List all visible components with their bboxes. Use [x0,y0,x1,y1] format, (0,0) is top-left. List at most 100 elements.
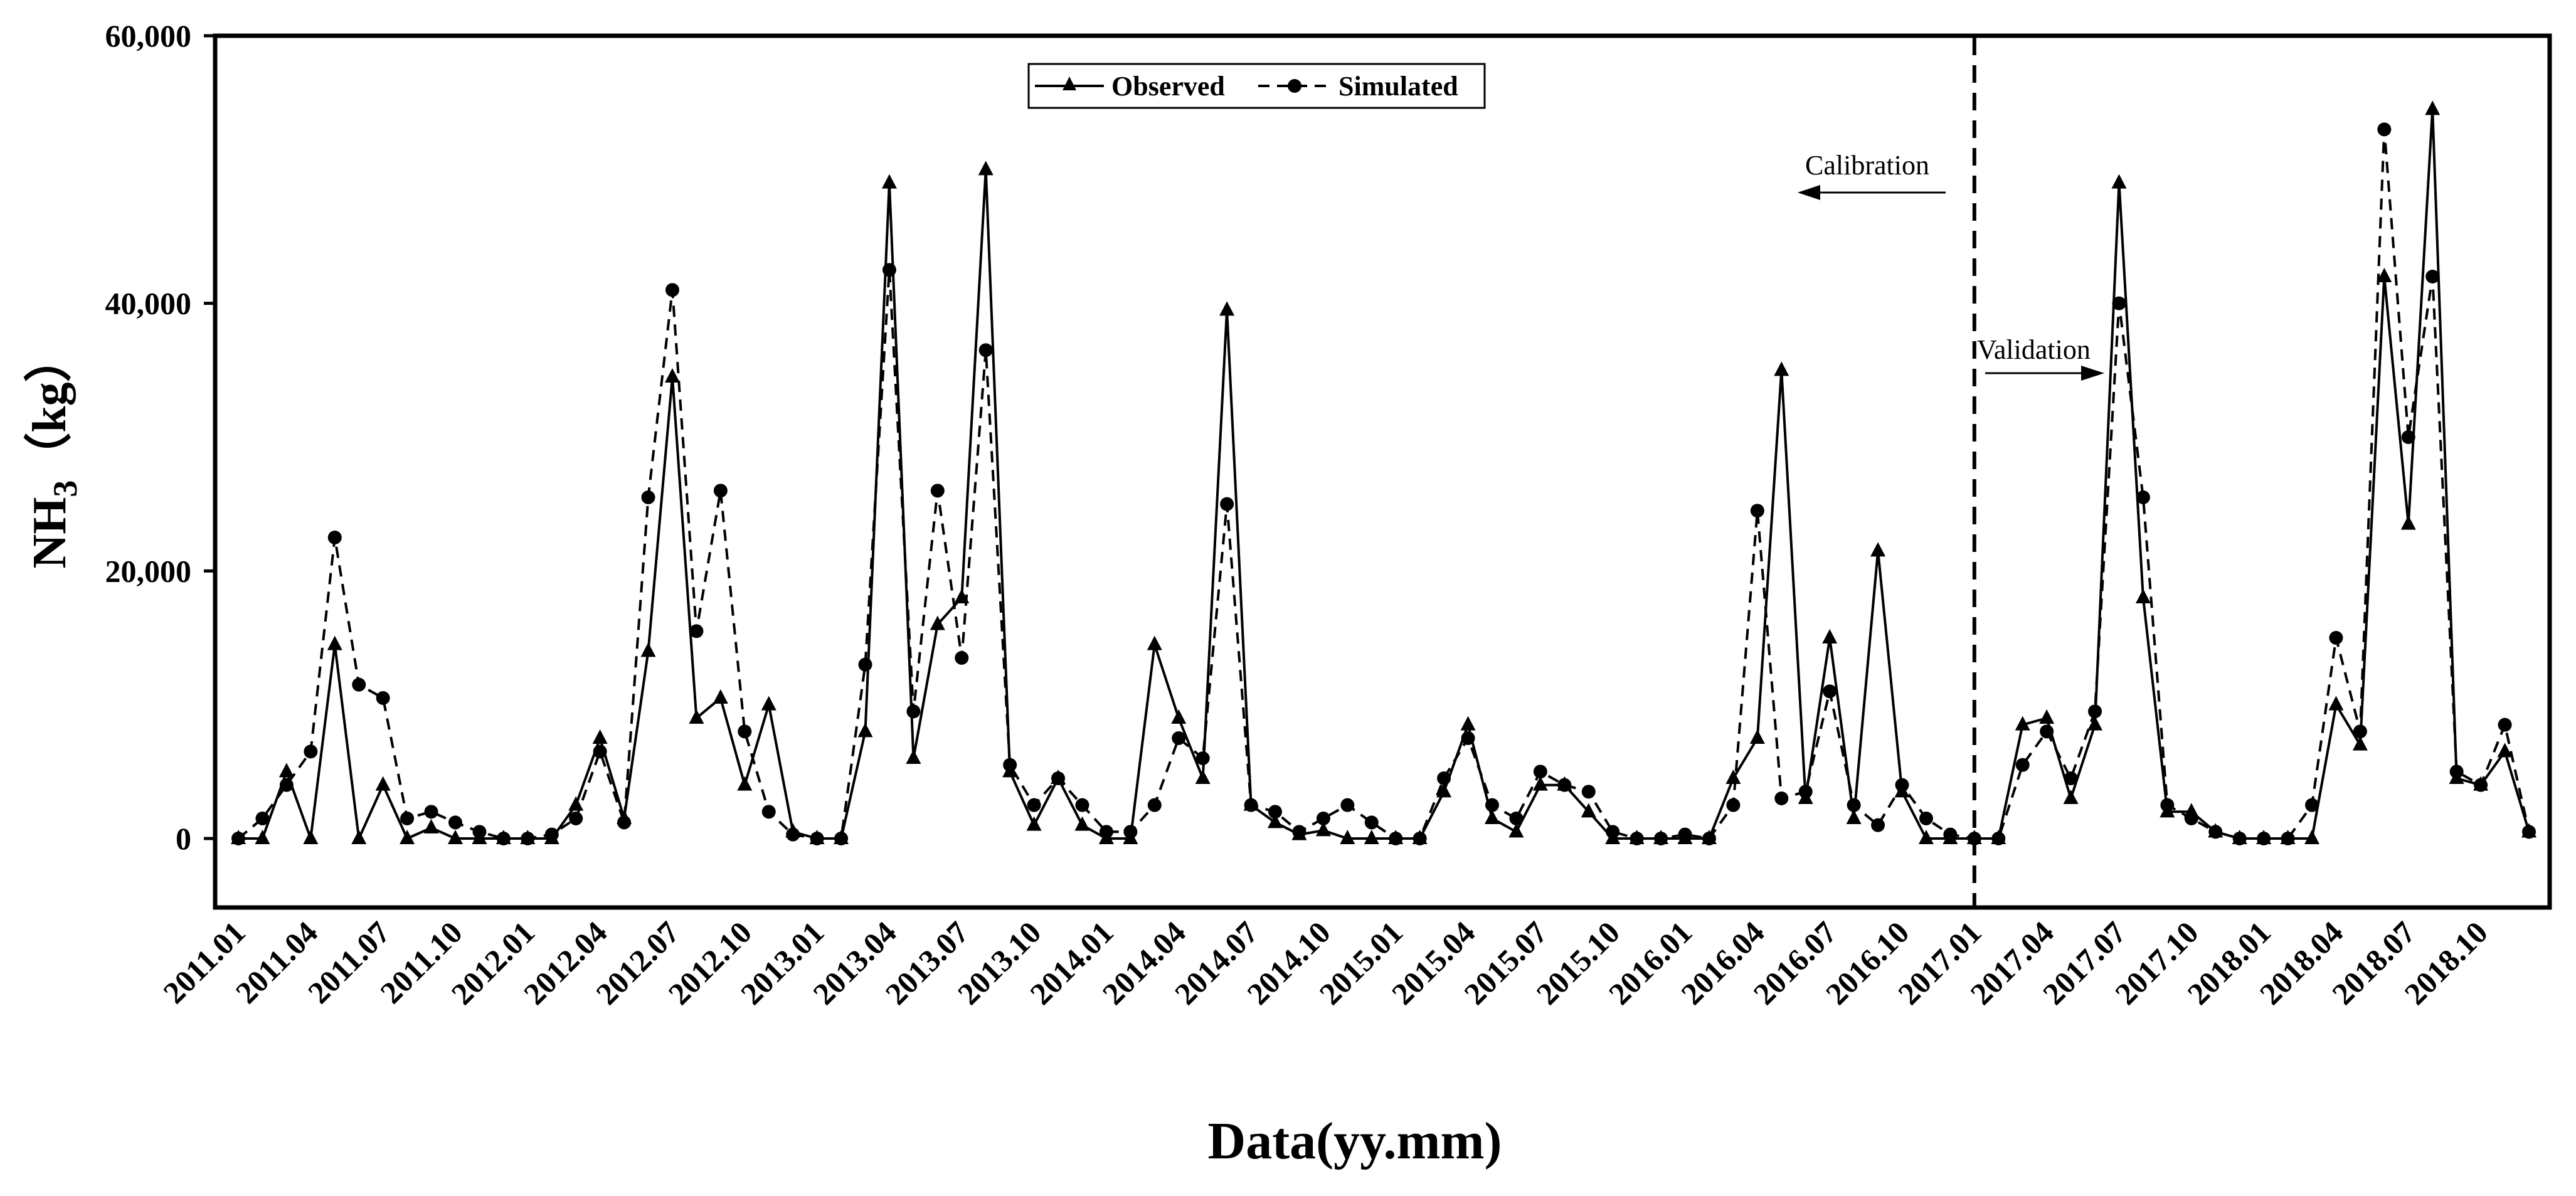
observed-point [1749,729,1765,744]
observed-point [978,161,994,176]
simulated-point [1437,771,1451,785]
series-line-simulated [237,128,2530,840]
simulated-point [2305,798,2319,812]
observed-point [327,635,342,650]
simulated-point [2474,778,2488,792]
observed-point [1026,816,1042,831]
simulated-point [2184,812,2198,825]
observed-point [351,830,367,844]
simulated-point [327,531,342,544]
simulated-point [1051,771,1066,785]
calibration-arrow-head-icon [1798,185,1820,200]
observed-point [1822,629,1838,643]
observed-point [2039,709,2055,724]
observed-point [2135,589,2151,603]
observed-point [1725,770,1741,784]
simulated-point [1630,832,1644,845]
simulated-point [1075,798,1089,812]
simulated-point [1702,832,1716,845]
observed-point [447,830,463,844]
simulated-point [906,704,921,719]
simulated-point [1195,751,1210,765]
simulated-point [1774,791,1789,805]
simulated-point [738,724,752,739]
simulated-point [231,832,245,845]
observed-point [689,709,704,724]
simulated-point [1461,731,1475,745]
legend-observed-label: Observed [1111,71,1225,102]
simulated-point [279,778,294,792]
y-axis-title-subscript: 3 [46,480,84,497]
plot-frame [213,33,2552,910]
y-axis-title-main: NH [23,497,76,569]
simulated-point [1220,497,1234,511]
simulated-point [2257,832,2271,845]
simulated-point [1340,798,1355,812]
observed-point [1074,816,1090,831]
observed-point [255,830,270,844]
observed-point [423,818,439,833]
observed-point [2087,716,2103,731]
simulated-point [352,677,366,692]
simulated-point [2208,825,2223,839]
simulated-point [1943,827,1958,842]
simulated-point [472,825,487,839]
observed-point [1364,830,1379,844]
observed-point [2328,696,2344,711]
simulated-point [1533,765,1547,779]
simulated-point [617,815,632,830]
simulated-point [376,691,390,705]
simulated-point [1557,778,1572,792]
simulated-point [1292,825,1307,839]
observed-point [1195,770,1211,784]
simulated-point [2449,765,2464,779]
x-tick-label: 2011.04 [229,914,325,1010]
x-tick-label: 2018.10 [2397,914,2494,1012]
validation-label: Validation [1977,334,2091,365]
simulated-point [1268,805,1283,819]
observed-point [568,796,584,811]
simulated-point [1123,825,1138,839]
y-axis-ticks: 0 20,000 40,000 60,000 [105,18,215,856]
simulated-point [641,490,655,504]
observed-point [2015,716,2030,731]
y-tick-label: 40,000 [105,286,192,321]
simulated-point [2281,832,2295,845]
observed-point [857,722,873,738]
simulated-point [521,832,535,845]
series-layer [231,100,2536,845]
observed-point [1532,776,1548,791]
simulated-point [1726,798,1741,812]
observed-point [1460,716,1476,731]
simulated-point [2377,122,2392,137]
simulated-point [1750,504,1764,518]
y-tick-label: 0 [176,821,191,856]
simulated-point [786,827,800,842]
y-tick-label: 60,000 [105,18,192,53]
simulated-point [1485,798,1499,812]
simulated-point [1798,785,1813,799]
simulated-point [1606,825,1620,839]
legend: Observed Simulated [1027,63,1486,109]
observed-point [1581,803,1596,818]
simulated-point [1991,832,2006,845]
observed-point [2377,268,2392,282]
x-tick-label: 2011.01 [156,914,252,1010]
simulated-point [304,744,318,759]
x-axis-ticks: 2011.012011.042011.072011.102012.012012.… [156,914,2494,1012]
observed-point [761,696,777,711]
simulated-point [858,657,872,672]
x-tick-label: 2011.07 [301,914,397,1010]
y-axis-title-unit: （kg） [23,334,76,480]
observed-point [2111,174,2127,189]
legend-simulated-circle-icon [1288,79,1301,93]
observed-point [303,830,319,844]
calibration-annotation: Calibration [1798,150,1946,200]
validation-arrow-head-icon [2081,366,2104,381]
observed-point [2063,790,2079,804]
observed-point [2425,100,2441,115]
y-axis-title: NH3（kg） [23,334,84,568]
observed-point [2400,515,2416,530]
simulated-point [1581,785,1596,799]
